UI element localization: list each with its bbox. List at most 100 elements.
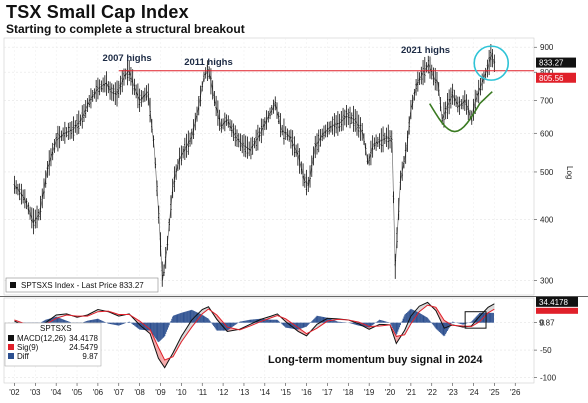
xtick-label: '07 <box>114 388 125 397</box>
macd-fill <box>487 307 489 314</box>
macd-fill <box>189 322 191 331</box>
macd-fill <box>163 356 164 367</box>
axis-layer: 300 400 500 600 700 800 900 '02 '03 '04 '05 '06 '07 '… <box>9 43 574 397</box>
xtick-label: '15 <box>280 388 291 397</box>
macd-layer <box>13 301 495 369</box>
xtick-label: '23 <box>447 388 458 397</box>
macd-ytick-label: -100 <box>540 374 557 383</box>
macd-frame <box>3 297 535 384</box>
macd-fill <box>488 306 490 313</box>
price-ytick-label: 300 <box>540 276 554 285</box>
price-frame <box>3 37 535 296</box>
buy-signal-box <box>464 311 487 329</box>
annotation-label: 2011 highs <box>184 57 233 68</box>
xtick-label: '22 <box>427 388 438 397</box>
macd-fill <box>491 304 493 311</box>
xtick-label: '18 <box>343 388 354 397</box>
macd-legend-value: 34.4178 <box>69 334 98 343</box>
xtick-label: '12 <box>218 388 229 397</box>
macd-fill <box>190 321 191 330</box>
cup-pattern <box>428 91 493 133</box>
macd-fill <box>490 305 492 312</box>
macd-legend-label: Sig(9) <box>17 343 39 352</box>
xtick-label: '03 <box>30 388 41 397</box>
xtick-label: '13 <box>239 388 250 397</box>
diff-last-tag-label: 9.87 <box>539 318 555 327</box>
macd-fill <box>419 305 421 312</box>
macd-fill <box>157 346 159 359</box>
price-ytick-label: 900 <box>540 43 554 52</box>
price-ytick-label: 400 <box>540 215 554 224</box>
chart-title: TSX Small Cap Index <box>6 2 189 22</box>
xtick-label: '04 <box>51 388 62 397</box>
price-legend-box <box>5 277 159 293</box>
signal-last-tag <box>536 307 578 314</box>
xtick-label: '11 <box>197 388 207 397</box>
macd-legend-swatch <box>8 335 14 341</box>
last-price-tag <box>536 57 576 68</box>
macd-fill <box>489 306 491 313</box>
macd-fill <box>163 358 165 368</box>
macd-fill <box>492 304 494 311</box>
price-ytick-label: 600 <box>540 129 554 138</box>
resistance-tag-label: 805.56 <box>539 74 564 83</box>
xtick-label: '08 <box>134 388 145 397</box>
macd-fill <box>159 349 161 362</box>
xtick-label: '21 <box>406 388 417 397</box>
macd-fill <box>490 305 491 312</box>
annotation-label: 2021 highs <box>401 45 450 56</box>
macd-legend-value: 24.5479 <box>69 343 98 352</box>
breakout-circle <box>473 45 510 81</box>
xtick-label: '14 <box>260 388 271 397</box>
xtick-label: '25 <box>489 388 500 397</box>
macd-fill <box>493 303 495 310</box>
xtick-label: '10 <box>176 388 187 397</box>
resistance-tag <box>536 72 576 83</box>
macd-fill <box>57 314 59 318</box>
macd-fill <box>423 304 424 309</box>
xtick-label: '19 <box>364 388 375 397</box>
macd-fill <box>202 309 204 314</box>
price-legend-swatch <box>10 282 16 288</box>
macd-ytick-label: 0 <box>540 319 545 328</box>
macd-fill <box>230 327 232 331</box>
xtick-label: '02 <box>9 388 20 397</box>
macd-annotation: Long-term momentum buy signal in 2024 <box>268 354 483 366</box>
macd-legend-swatch <box>8 353 14 359</box>
macd-legend-label: Diff <box>17 352 30 361</box>
price-legend-label: SPTSXS Index - Last Price 833.27 <box>21 281 144 290</box>
annotation-label: 2007 highs <box>103 53 152 64</box>
xtick-label: '09 <box>155 388 166 397</box>
macd-legend-value: 9.87 <box>82 352 98 361</box>
macd-legend-label: MACD(12,26) <box>17 334 66 343</box>
xtick-label: '20 <box>385 388 396 397</box>
yaxis-scale-label: Log <box>565 166 574 179</box>
xtick-label: '26 <box>510 388 521 397</box>
price-ytick-label: 800 <box>540 68 554 77</box>
macd-last-tag-label: 34.4178 <box>539 298 568 307</box>
macd-legend-header: SPTSXS <box>40 324 72 333</box>
signal-line <box>14 304 495 361</box>
macd-legend-box <box>4 322 102 367</box>
macd-fill <box>317 323 319 328</box>
macd-ytick-label: -50 <box>540 346 552 355</box>
xtick-label: '05 <box>72 388 83 397</box>
last-price-tag-label: 833.27 <box>539 59 564 68</box>
chart-subtitle: Starting to complete a structural breako… <box>6 22 245 36</box>
macd-legend-swatch <box>8 344 14 350</box>
macd-fill <box>396 336 397 343</box>
macd-fill <box>422 304 424 310</box>
macd-line <box>14 301 495 369</box>
macd-fill <box>316 323 318 329</box>
xtick-label: '06 <box>93 388 104 397</box>
macd-fill <box>188 324 190 332</box>
macd-fill <box>161 353 163 365</box>
price-line <box>14 53 495 281</box>
macd-fill <box>418 306 420 313</box>
price-layer <box>13 43 534 287</box>
price-ytick-label: 700 <box>540 97 554 106</box>
xtick-label: '24 <box>468 388 479 397</box>
macd-fill <box>160 351 162 363</box>
xtick-label: '17 <box>322 388 333 397</box>
